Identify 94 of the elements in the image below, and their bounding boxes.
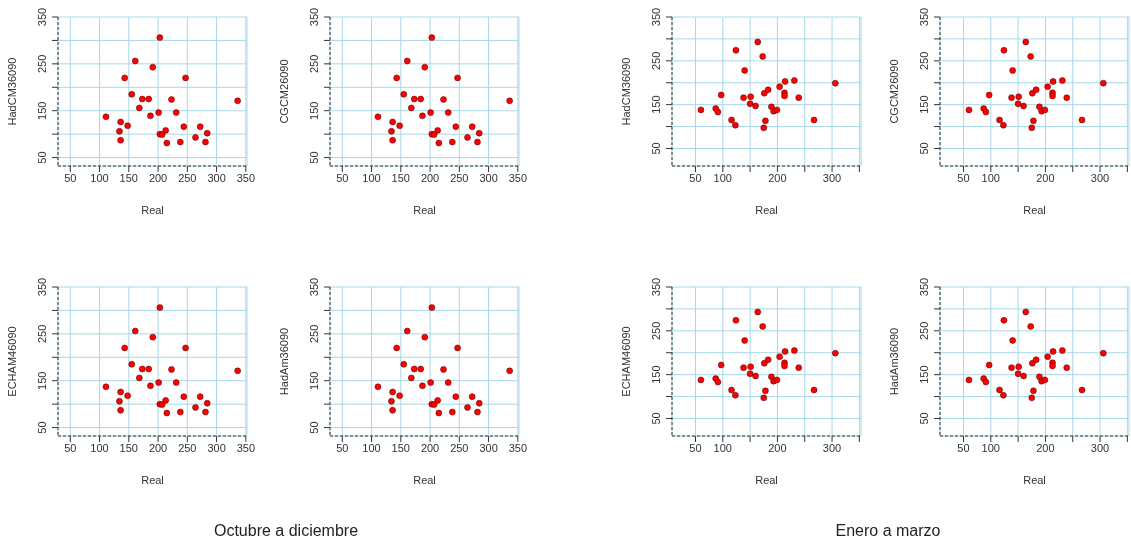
y-tick-label: 350: [308, 277, 320, 297]
x-tick-label: 50: [336, 171, 349, 184]
x-tick-label: 150: [391, 171, 410, 184]
y-tick-label: 150: [308, 371, 320, 390]
x-tick-label: 250: [450, 441, 469, 454]
y-tick-label: 50: [308, 151, 320, 164]
y-tick-label: 250: [650, 51, 662, 70]
x-axis-title: Real: [413, 474, 436, 486]
x-tick-label: 200: [768, 441, 787, 454]
x-tick-label: 350: [508, 441, 528, 454]
x-axis-title: Real: [413, 204, 436, 216]
x-tick-label: 50: [957, 171, 970, 184]
x-tick-label: 300: [822, 441, 842, 454]
x-tick-label: 100: [981, 441, 1000, 454]
x-axis-title: Real: [141, 474, 164, 486]
text: Enero a marzo: [834, 522, 942, 540]
text: Octubre a diciembre: [212, 522, 360, 540]
y-tick-label: 150: [36, 101, 48, 120]
x-tick-label: 100: [90, 171, 109, 184]
y-tick-label: 50: [36, 151, 48, 164]
x-tick-label: 250: [450, 171, 469, 184]
y-tick-label: 50: [308, 421, 320, 434]
y-axis-title: HadAm36090: [887, 327, 900, 396]
x-tick-label: 200: [420, 441, 440, 454]
y-axis-title: HadAm36090: [277, 327, 290, 396]
y-tick-label: 50: [36, 421, 48, 434]
x-tick-label: 100: [981, 171, 1000, 184]
y-tick-label: 350: [918, 277, 930, 297]
x-tick-label: 50: [689, 441, 702, 454]
y-tick-label: 250: [918, 321, 930, 340]
y-tick-label: 50: [918, 142, 930, 155]
x-tick-label: 50: [64, 441, 77, 454]
x-tick-label: 200: [148, 171, 168, 184]
x-tick-label: 50: [64, 171, 77, 184]
x-tick-label: 150: [391, 441, 410, 454]
x-tick-label: 300: [479, 441, 498, 454]
x-tick-label: 200: [1036, 441, 1055, 454]
y-tick-label: 50: [918, 412, 930, 425]
x-axis-title: Real: [141, 204, 164, 216]
x-tick-label: 50: [689, 171, 702, 184]
x-tick-label: 100: [713, 171, 732, 184]
y-tick-label: 250: [308, 324, 320, 344]
y-tick-label: 350: [36, 7, 48, 27]
y-tick-label: 250: [36, 54, 48, 74]
y-tick-label: 250: [650, 321, 662, 340]
x-tick-label: 300: [822, 171, 842, 184]
x-tick-label: 200: [1036, 171, 1055, 184]
y-tick-label: 150: [650, 365, 662, 384]
y-tick-label: 250: [918, 51, 930, 70]
y-tick-label: 350: [650, 277, 662, 297]
x-tick-label: 150: [119, 441, 138, 454]
y-tick-label: 350: [918, 7, 930, 27]
x-tick-label: 300: [207, 171, 226, 184]
x-tick-label: 350: [236, 171, 256, 184]
x-tick-label: 200: [420, 171, 440, 184]
y-tick-label: 50: [650, 412, 662, 425]
y-tick-label: 350: [650, 7, 662, 27]
y-axis-title: ECHAM46090: [5, 326, 18, 397]
x-tick-label: 250: [178, 171, 197, 184]
x-tick-label: 50: [957, 441, 970, 454]
y-tick-label: 350: [308, 7, 320, 27]
x-tick-label: 300: [479, 171, 498, 184]
x-tick-label: 200: [768, 171, 787, 184]
y-tick-label: 150: [918, 95, 930, 114]
x-tick-label: 350: [508, 171, 528, 184]
x-tick-label: 250: [178, 441, 197, 454]
y-tick-label: 150: [36, 371, 48, 390]
x-tick-label: 300: [1090, 171, 1110, 184]
y-tick-label: 350: [36, 277, 48, 297]
y-axis-title: CGCM26090: [277, 59, 290, 124]
y-tick-label: 150: [308, 101, 320, 120]
y-tick-label: 150: [650, 95, 662, 114]
y-tick-label: 50: [650, 142, 662, 155]
y-axis-title: HadCM36090: [5, 57, 18, 126]
x-tick-label: 200: [148, 441, 168, 454]
x-tick-label: 350: [236, 441, 256, 454]
x-tick-label: 300: [1090, 441, 1110, 454]
y-tick-label: 250: [36, 324, 48, 344]
x-tick-label: 150: [119, 171, 138, 184]
x-axis-title: Real: [1023, 474, 1046, 486]
x-axis-title: Real: [755, 204, 778, 216]
x-axis-title: Real: [755, 474, 778, 486]
x-tick-label: 100: [713, 441, 732, 454]
y-tick-label: 250: [308, 54, 320, 74]
x-tick-label: 100: [362, 441, 381, 454]
x-tick-label: 50: [336, 441, 349, 454]
x-tick-label: 300: [207, 441, 226, 454]
y-axis-title: ECHAM46090: [619, 326, 632, 397]
y-tick-label: 150: [918, 365, 930, 384]
y-axis-title: HadCM36090: [619, 57, 632, 126]
x-tick-label: 100: [90, 441, 109, 454]
y-axis-title: CGCM26090: [887, 59, 900, 124]
x-tick-label: 100: [362, 171, 381, 184]
x-axis-title: Real: [1023, 204, 1046, 216]
